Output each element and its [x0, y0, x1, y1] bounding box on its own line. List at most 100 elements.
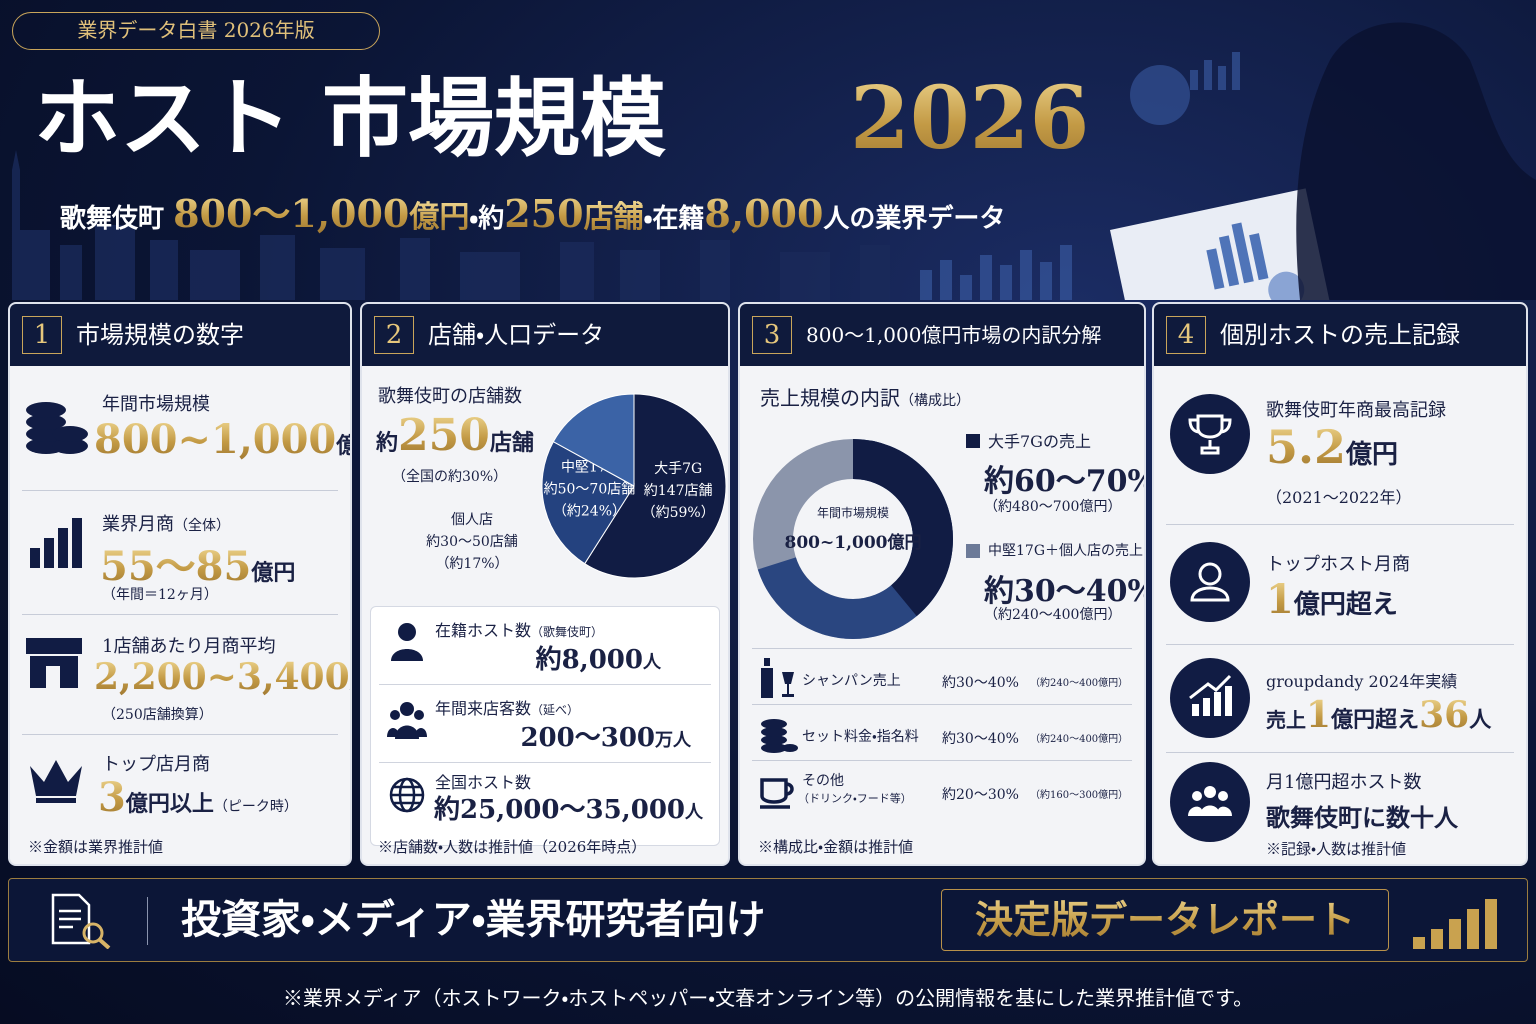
globe-icon	[389, 777, 425, 813]
unit: 万人	[655, 730, 691, 751]
legend-amount: （約480～700億円）	[984, 499, 1122, 515]
panel-title: 店舗・人口データ	[428, 321, 605, 349]
value: 250	[398, 410, 490, 461]
unit: 億円	[336, 433, 350, 459]
value: 200～300	[520, 723, 655, 753]
item-label: 歌舞伎町年商最高記録	[1266, 400, 1446, 421]
donut-label: 年間市場規模	[816, 506, 889, 520]
pie-decoration	[1130, 65, 1190, 125]
stat-value: 200～300万人	[520, 717, 691, 754]
legend-swatch	[966, 544, 980, 558]
person-icon	[1170, 542, 1250, 622]
separator	[22, 614, 338, 615]
subtitle-unit: 億円	[409, 200, 470, 235]
panel-title: 800～1,000億円市場の内訳分解	[806, 323, 1102, 347]
city-skyline	[12, 150, 890, 300]
unit: 人	[1469, 707, 1492, 733]
slice-label: 個人店	[451, 512, 493, 528]
row-label: シャンパン売上	[802, 673, 901, 689]
separator	[752, 760, 1132, 761]
unit: 億円超え	[1293, 590, 1398, 620]
label-note: （延べ）	[531, 703, 580, 717]
item-value: 歌舞伎町に数十人	[1266, 803, 1458, 832]
unit: 人	[685, 802, 703, 823]
label: 業界月商	[102, 514, 174, 535]
slice-detail: 約30～50店舗	[426, 534, 518, 550]
champagne-icon	[761, 658, 794, 698]
row-label: その他	[802, 773, 844, 789]
footnote: ※店舗数・人数は推計値（2026年時点）	[378, 838, 647, 856]
stat-value: 約8,000人	[536, 639, 661, 676]
label: 年間来店客数	[435, 699, 532, 718]
bars-icon	[1413, 899, 1497, 949]
title: ホスト 市場規模	[34, 68, 666, 169]
coins-icon	[26, 402, 88, 454]
banner-highlight: 決定版データレポート	[941, 889, 1389, 951]
legend-swatch	[966, 434, 980, 448]
value: 55～85	[100, 543, 252, 590]
donut-segment	[753, 439, 953, 639]
footnote: ※構成比・金額は推計値	[758, 838, 914, 856]
subtitle-unit: 店舗	[583, 200, 644, 235]
label-note: （構成比）	[900, 393, 970, 409]
item-note: （年間＝12ヶ月）	[102, 587, 218, 603]
subtitle-text: ・在籍	[643, 204, 705, 234]
value: 5.2	[1266, 420, 1347, 474]
unit: 万円	[350, 669, 351, 695]
panel-header: 3 800～1,000億円市場の内訳分解	[740, 304, 1144, 366]
item-note: （2021～2022年）	[1266, 488, 1412, 507]
bar-decoration	[920, 52, 1240, 300]
banner: 投資家・メディア・業界研究者向け 決定版データレポート	[8, 878, 1528, 962]
person-silhouette	[1296, 22, 1536, 300]
stores-value: 約250店舗	[376, 410, 534, 461]
growth-icon	[1170, 658, 1250, 738]
stores-label: 歌舞伎町の店舗数	[378, 386, 522, 407]
item-label: トップ店月商	[102, 754, 210, 775]
item-value: 800~1,000億円	[94, 416, 350, 463]
panel-header: 4 個別ホストの売上記録	[1154, 304, 1526, 366]
pie-slice	[552, 393, 635, 487]
label: 売上規模の内訳	[760, 386, 900, 410]
item-label: 年間市場規模	[102, 394, 210, 415]
label-note: （全体）	[174, 518, 230, 534]
unit: 億円以上	[125, 791, 214, 817]
panel-number: 1	[22, 316, 62, 354]
stores-note: （全国の約30%）	[392, 469, 508, 485]
item-value: 2,200~3,400万円	[94, 656, 351, 698]
legend-amount: （約240～400億円）	[984, 607, 1122, 623]
item-label: groupdandy 2024年実績	[1266, 672, 1458, 691]
value: 2,200~3,400	[94, 656, 350, 698]
footnote: ※記録・人数は推計値	[1266, 840, 1407, 858]
unit: 億円超え	[1331, 707, 1420, 733]
slice-detail: 約147店舗	[644, 483, 713, 499]
stat-label: 全国ホスト数	[435, 773, 532, 792]
unit: 人	[643, 652, 661, 673]
unit: 億円	[1346, 440, 1399, 470]
subtitle-text: ・約	[469, 204, 505, 234]
value: 3	[98, 774, 126, 821]
pie-chart: 大手7G約147店舗（約59%）中堅17G約50～70店舗（約24%）個人店約3…	[426, 393, 727, 579]
value: 36	[1419, 694, 1470, 736]
banner-text: 投資家・メディア・業界研究者向け	[181, 896, 766, 943]
panel: 3 800～1,000億円市場の内訳分解 売上規模の内訳（構成比） 年間市場規模 …	[738, 302, 1146, 866]
report-icon	[51, 893, 111, 949]
subtitle-text: 歌舞伎町	[60, 204, 174, 234]
item-label: 1店舗あたり月商平均	[102, 636, 276, 657]
item-value: 売上1億円超え36人	[1266, 694, 1491, 736]
donut-value: 800~1,000億円	[784, 533, 922, 553]
slice-value-label: （約24%）	[553, 503, 626, 519]
panel-header: 1 市場規模の数字	[10, 304, 350, 366]
pie-slice	[541, 440, 635, 565]
footnote: ※金額は業界推計値	[28, 838, 164, 856]
item-note: （250店舗換算）	[102, 707, 213, 723]
value: 約8,000	[535, 645, 643, 675]
item-value: 1億円超え	[1266, 576, 1398, 623]
group-icon	[1170, 762, 1250, 842]
subtitle-number: 250	[504, 191, 584, 236]
subtitle-text: 人の業界データ	[823, 204, 1006, 234]
prefix: 約	[376, 430, 399, 456]
coins-icon	[761, 719, 798, 753]
stat-row: 全国ホスト数 約25,000～35,000人	[379, 763, 711, 841]
